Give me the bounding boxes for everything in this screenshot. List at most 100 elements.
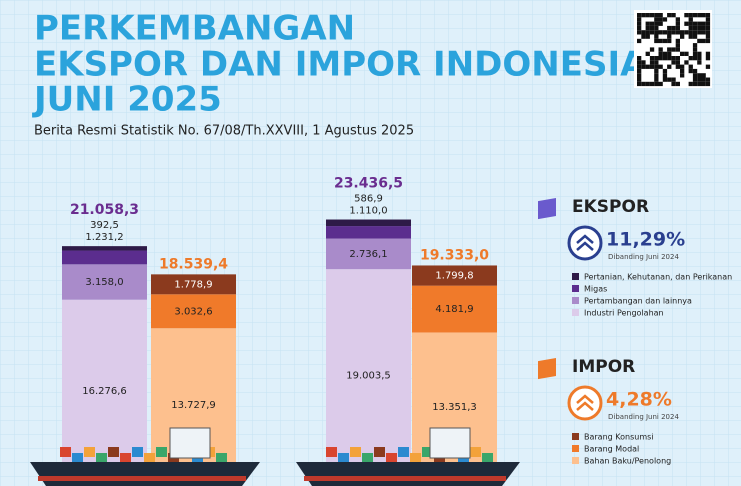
qr-cell — [680, 30, 685, 35]
container — [362, 453, 373, 463]
qr-cell — [697, 73, 702, 78]
qr-cell — [701, 77, 706, 82]
bar-segment — [62, 246, 147, 251]
qr-cell — [692, 56, 698, 61]
qr-cell — [697, 77, 702, 82]
qr-cell — [671, 25, 676, 31]
ship-bridge — [429, 427, 471, 459]
qr-cell — [675, 30, 680, 35]
container — [120, 453, 131, 463]
value-label: 3.032,6 — [174, 306, 212, 317]
legend-swatch — [572, 457, 579, 464]
legend-label: Barang Modal — [584, 445, 639, 454]
container — [386, 453, 397, 463]
qr-cell — [662, 51, 668, 56]
qr-cell — [688, 64, 693, 69]
qr-cell — [662, 73, 668, 78]
bar-segment — [151, 274, 236, 295]
total-label: 18.539,4 — [159, 256, 228, 272]
qr-cell — [654, 77, 659, 82]
qr-cell — [684, 13, 689, 18]
container — [326, 447, 337, 457]
growth-note: Dibanding Juni 2024 — [608, 253, 679, 261]
qr-cell — [641, 81, 646, 87]
qr-cell — [658, 38, 663, 44]
qr-cell — [645, 21, 650, 26]
qr-cell — [688, 81, 693, 87]
qr-cell — [645, 25, 650, 31]
qr-cell — [697, 25, 702, 31]
qr-cell — [692, 30, 698, 35]
growth-arrow — [576, 394, 594, 411]
qr-cell — [649, 81, 655, 87]
qr-cell — [705, 17, 711, 22]
qr-cell — [658, 17, 663, 22]
qr-cell — [658, 30, 663, 35]
qr-cell — [692, 73, 698, 78]
qr-cell — [667, 51, 672, 56]
value-label: 13.351,3 — [432, 402, 477, 413]
qr-cell — [667, 47, 672, 52]
legend-swatch — [572, 297, 579, 304]
qr-cell — [654, 25, 659, 31]
qr-cell — [649, 21, 655, 26]
qr-cell — [671, 13, 676, 18]
qr-cell — [692, 25, 698, 31]
value-label: 1.231,2 — [85, 232, 123, 243]
section-label: IMPOR — [572, 357, 635, 377]
qr-cell — [667, 34, 672, 39]
qr-cell — [692, 68, 698, 74]
qr-cell — [654, 64, 659, 69]
qr-cell — [658, 51, 663, 56]
container — [108, 447, 119, 457]
qr-cell — [705, 13, 711, 18]
container — [374, 447, 385, 457]
bar-segment — [326, 219, 411, 227]
qr-cell — [680, 51, 685, 56]
qr-cell — [654, 60, 659, 65]
qr-cell — [701, 21, 706, 26]
qr-cell — [654, 81, 659, 87]
qr-cell — [692, 43, 698, 48]
qr-cell — [654, 30, 659, 35]
qr-cell — [671, 81, 676, 87]
qr-cell — [645, 30, 650, 35]
qr-code — [634, 10, 712, 88]
container — [410, 453, 421, 463]
qr-cell — [675, 38, 680, 44]
qr-cell — [654, 21, 659, 26]
qr-cell — [705, 38, 711, 44]
qr-cell — [688, 13, 693, 18]
qr-cell — [662, 77, 668, 82]
legend-label: Bahan Baku/Penolong — [584, 457, 671, 466]
growth-value: 11,29% — [606, 229, 685, 251]
qr-cell — [705, 64, 711, 69]
qr-cell — [637, 25, 642, 31]
qr-cell — [680, 73, 685, 78]
qr-cell — [637, 17, 642, 22]
total-label: 19.333,0 — [420, 247, 489, 263]
qr-cell — [637, 73, 642, 78]
growth-arrow — [576, 234, 594, 251]
qr-cell — [658, 64, 663, 69]
qr-cell — [705, 77, 711, 82]
legend-label: Pertambangan dan lainnya — [584, 297, 692, 306]
qr-cell — [684, 60, 689, 65]
container — [72, 453, 83, 463]
qr-cell — [649, 13, 655, 18]
qr-cell — [688, 21, 693, 26]
qr-cell — [637, 64, 642, 69]
container — [96, 453, 107, 463]
ship-stripe — [304, 476, 506, 481]
bar-segment — [62, 250, 147, 265]
subtitle: Berita Resmi Statistik No. 67/08/Th.XXVI… — [34, 124, 414, 139]
container — [156, 447, 167, 457]
qr-cell — [684, 21, 689, 26]
qr-cell — [680, 68, 685, 74]
qr-cell — [641, 30, 646, 35]
qr-cell — [675, 21, 680, 26]
qr-cell — [692, 34, 698, 39]
legend-label: Industri Pengolahan — [584, 309, 664, 318]
legend-label: Barang Konsumsi — [584, 433, 654, 442]
value-label: 13.727,9 — [171, 400, 216, 411]
